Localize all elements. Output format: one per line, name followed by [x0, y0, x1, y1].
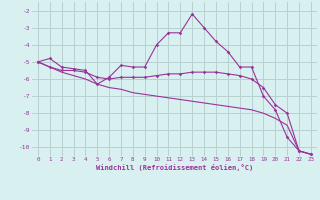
X-axis label: Windchill (Refroidissement éolien,°C): Windchill (Refroidissement éolien,°C) [96, 164, 253, 171]
